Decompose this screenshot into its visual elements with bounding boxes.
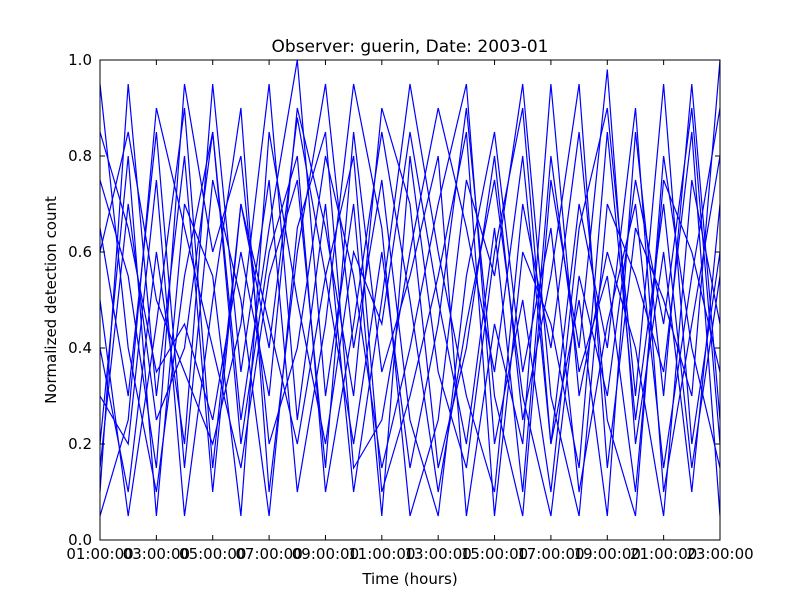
y-tick-label: 0.6 <box>68 243 92 261</box>
series-line-8 <box>99 59 721 469</box>
series-line-12 <box>99 107 721 517</box>
plot-frame <box>99 59 721 541</box>
x-tick-label: 23:00:00 <box>686 545 753 563</box>
x-tick-label: 07:00:00 <box>235 545 302 563</box>
y-tick-label: 0.0 <box>68 531 92 549</box>
y-tick-label: 1.0 <box>68 51 92 69</box>
x-tick-label: 01:00:00 <box>66 545 133 563</box>
x-tick-label: 13:00:00 <box>404 545 471 563</box>
series-line-10 <box>99 107 721 517</box>
series-line-1 <box>99 69 721 517</box>
chart-title: Observer: guerin, Date: 2003-01 <box>272 37 549 57</box>
series-layer <box>99 59 721 517</box>
x-axis-label: Time (hours) <box>361 570 457 588</box>
x-tick-label: 19:00:00 <box>574 545 641 563</box>
x-tick-label: 15:00:00 <box>461 545 528 563</box>
series-line-6 <box>99 83 721 493</box>
y-tick-label: 0.2 <box>68 435 92 453</box>
x-tick-label: 11:00:00 <box>348 545 415 563</box>
y-tick-label: 0.8 <box>68 147 92 165</box>
series-line-11 <box>99 107 721 517</box>
y-axis: 0.0 0.2 0.4 0.6 0.8 1.0 <box>68 51 720 549</box>
x-axis: 01:00:0003:00:0005:00:0007:00:0009:00:00… <box>66 60 754 563</box>
x-tick-label: 09:00:00 <box>292 545 359 563</box>
x-tick-label: 21:00:00 <box>630 545 697 563</box>
series-line-5 <box>99 83 721 517</box>
series-line-9 <box>99 131 721 517</box>
x-tick-label: 03:00:00 <box>123 545 190 563</box>
y-axis-label: Normalized detection count <box>42 196 60 404</box>
x-tick-label: 17:00:00 <box>517 545 584 563</box>
x-tick-label: 05:00:00 <box>179 545 246 563</box>
y-tick-label: 0.4 <box>68 339 92 357</box>
series-line-4 <box>99 83 721 517</box>
